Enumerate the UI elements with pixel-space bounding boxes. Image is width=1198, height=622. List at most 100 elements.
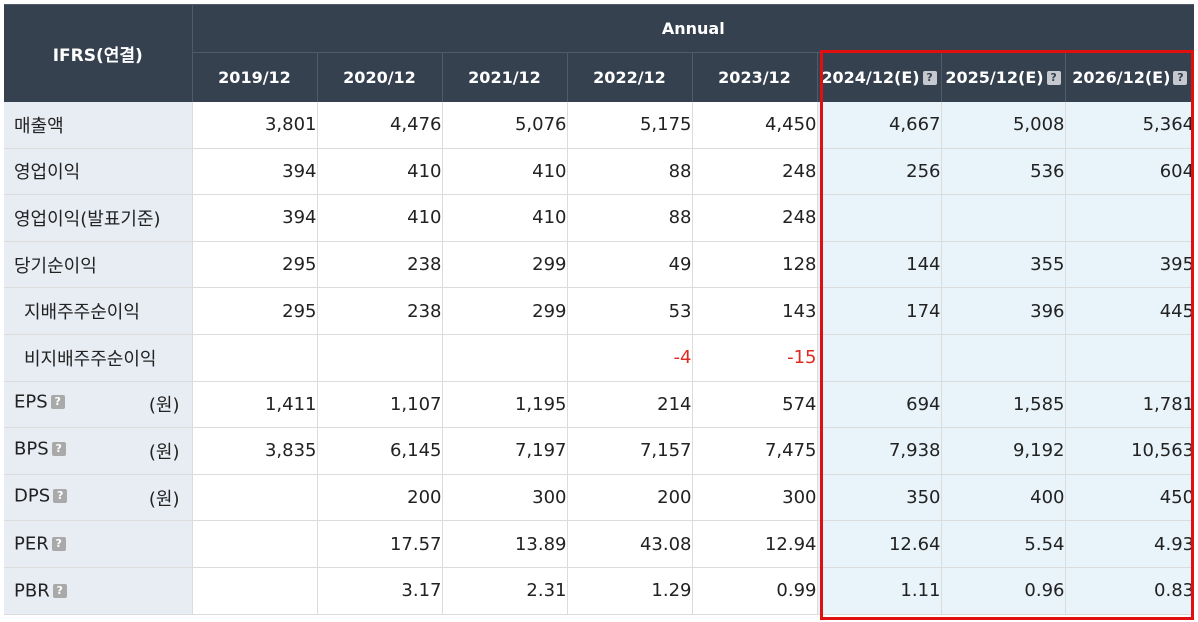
value-cell: 3,801 xyxy=(191,101,317,149)
value-cell: 7,938 xyxy=(816,427,941,475)
corner-header: IFRS(연결) xyxy=(4,4,192,102)
value-cell: 1.29 xyxy=(566,567,692,615)
value-cell: 7,157 xyxy=(566,427,692,475)
help-icon[interactable]: ? xyxy=(50,395,65,410)
value-cell xyxy=(1064,194,1195,242)
row-label-text: EPS xyxy=(14,391,48,413)
help-icon[interactable]: ? xyxy=(51,537,66,552)
value-cell: 174 xyxy=(816,287,941,335)
row-label: PBR? xyxy=(4,567,192,615)
row-label: 영업이익(발표기준) xyxy=(4,194,192,242)
value-cell: 43.08 xyxy=(566,520,692,568)
row-label: 매출액 xyxy=(4,101,192,149)
value-cell: 0.99 xyxy=(691,567,817,615)
value-cell: 410 xyxy=(316,148,442,196)
value-cell: 88 xyxy=(566,148,692,196)
value-cell: 7,197 xyxy=(441,427,567,475)
table-row: 영업이익(발표기준) 394 410 410 88 248 xyxy=(4,194,1195,242)
value-cell: 299 xyxy=(441,287,567,335)
value-cell: 1,781 xyxy=(1064,381,1195,429)
help-icon[interactable]: ? xyxy=(52,583,67,598)
value-cell: 53 xyxy=(566,287,692,335)
unit-label: (원) xyxy=(148,488,180,510)
value-cell: 400 xyxy=(940,474,1065,522)
value-cell: 450 xyxy=(1064,474,1195,522)
value-cell: -4 xyxy=(566,334,692,382)
row-label: 영업이익 xyxy=(4,148,192,196)
value-cell: 1,195 xyxy=(441,381,567,429)
help-icon[interactable]: ? xyxy=(1173,71,1188,86)
value-cell: 1.11 xyxy=(816,567,941,615)
year-header-label: 2023/12 xyxy=(718,67,791,87)
value-cell: 2.31 xyxy=(441,567,567,615)
value-cell: 248 xyxy=(691,148,817,196)
row-label-text: BPS xyxy=(14,438,49,460)
value-cell: 410 xyxy=(316,194,442,242)
row-label-text: 영업이익(발표기준) xyxy=(14,208,161,230)
year-header: 2020/12 xyxy=(316,52,442,102)
value-cell: 410 xyxy=(441,148,567,196)
year-header-label: 2020/12 xyxy=(343,67,416,87)
value-cell: 4.93 xyxy=(1064,520,1195,568)
year-header-label: 2025/12(E) xyxy=(945,67,1044,87)
row-label-text: PBR xyxy=(14,580,50,602)
year-header: 2022/12 xyxy=(566,52,692,102)
value-cell: 1,107 xyxy=(316,381,442,429)
value-cell: 49 xyxy=(566,241,692,289)
row-label: 당기순이익 xyxy=(4,241,192,289)
help-icon[interactable]: ? xyxy=(922,71,937,86)
value-cell: 200 xyxy=(566,474,692,522)
row-label-text: 지배주주순이익 xyxy=(24,302,140,324)
table-row: BPS? (원) 3,835 6,145 7,197 7,157 7,475 7,938 9,1… xyxy=(4,427,1195,475)
value-cell xyxy=(816,194,941,242)
value-cell: 12.64 xyxy=(816,520,941,568)
value-cell: 9,192 xyxy=(940,427,1065,475)
year-header: 2021/12 xyxy=(441,52,567,102)
row-label: BPS? (원) xyxy=(4,427,192,475)
help-icon[interactable]: ? xyxy=(1046,71,1061,86)
value-cell: 5.54 xyxy=(940,520,1065,568)
value-cell: 1,585 xyxy=(940,381,1065,429)
value-cell: 7,475 xyxy=(691,427,817,475)
unit-label: (원) xyxy=(148,441,180,463)
value-cell xyxy=(191,520,317,568)
table-row: 지배주주순이익 295 238 299 53 143 174 396 445 xyxy=(4,287,1195,335)
value-cell: 604 xyxy=(1064,148,1195,196)
help-icon[interactable]: ? xyxy=(51,441,66,456)
value-cell: 1,411 xyxy=(191,381,317,429)
value-cell: 3,835 xyxy=(191,427,317,475)
value-cell: 300 xyxy=(441,474,567,522)
value-cell: 4,450 xyxy=(691,101,817,149)
year-header-label: 2019/12 xyxy=(218,67,291,87)
value-cell: 12.94 xyxy=(691,520,817,568)
value-cell: 299 xyxy=(441,241,567,289)
value-cell: 200 xyxy=(316,474,442,522)
value-cell: 295 xyxy=(191,287,317,335)
value-cell: 395 xyxy=(1064,241,1195,289)
value-cell: 355 xyxy=(940,241,1065,289)
year-header-label: 2026/12(E) xyxy=(1072,67,1171,87)
table-row: 비지배주주순이익 -4 -15 xyxy=(4,334,1195,382)
value-cell: 6,145 xyxy=(316,427,442,475)
help-icon[interactable]: ? xyxy=(53,488,68,503)
value-cell: 5,076 xyxy=(441,101,567,149)
estimate-year-header: 2026/12(E)? xyxy=(1064,52,1195,102)
value-cell: 394 xyxy=(191,194,317,242)
period-header: Annual xyxy=(191,4,1195,53)
value-cell: -15 xyxy=(691,334,817,382)
value-cell: 17.57 xyxy=(316,520,442,568)
year-header: 2019/12 xyxy=(191,52,317,102)
value-cell xyxy=(191,334,317,382)
row-label: 지배주주순이익 xyxy=(4,287,192,335)
table-row: PBR? 3.17 2.31 1.29 0.99 1.11 0.96 0.83 xyxy=(4,567,1195,615)
value-cell: 5,364 xyxy=(1064,101,1195,149)
value-cell: 128 xyxy=(691,241,817,289)
year-header-label: 2024/12(E) xyxy=(821,67,920,87)
row-label: EPS? (원) xyxy=(4,381,192,429)
row-label: 비지배주주순이익 xyxy=(4,334,192,382)
value-cell: 10,563 xyxy=(1064,427,1195,475)
row-label-text: 매출액 xyxy=(14,115,64,137)
value-cell xyxy=(816,334,941,382)
value-cell: 0.96 xyxy=(940,567,1065,615)
value-cell: 214 xyxy=(566,381,692,429)
